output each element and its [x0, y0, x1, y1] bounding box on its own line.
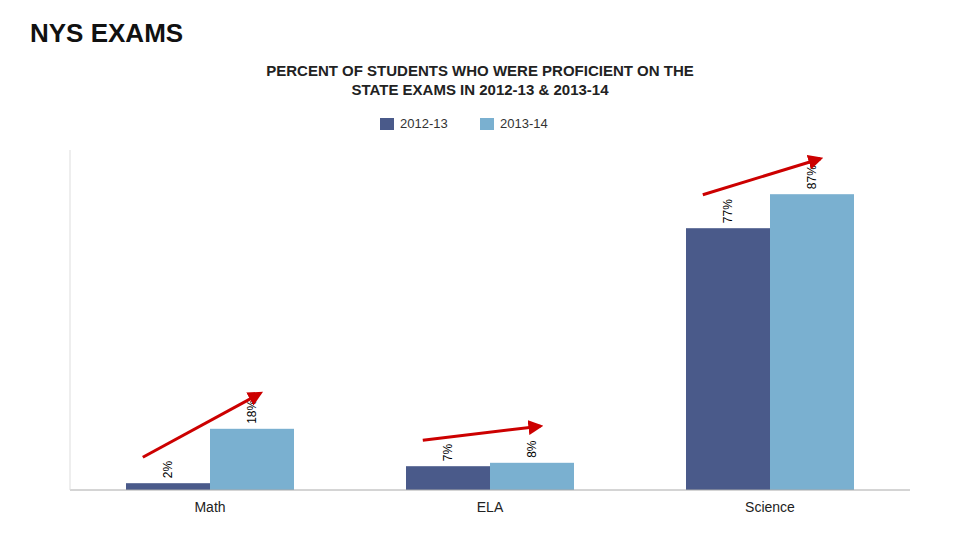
change-arrow: [703, 159, 821, 195]
bar: [126, 483, 210, 490]
subtitle-line: STATE EXAMS IN 2012-13 & 2013-14: [351, 81, 609, 98]
legend-swatch: [380, 118, 394, 130]
chart-svg: NYS EXAMS PERCENT OF STUDENTS WHO WERE PR…: [0, 0, 960, 540]
legend: 2012-13 2013-14: [380, 116, 548, 131]
chart-subtitle: PERCENT OF STUDENTS WHO WERE PROFICIENT …: [266, 62, 694, 98]
bar: [210, 429, 294, 490]
chart-title: NYS EXAMS: [30, 18, 183, 48]
legend-label: 2013-14: [500, 116, 548, 131]
data-label: 2%: [161, 461, 175, 479]
x-tick-label: Science: [745, 499, 795, 515]
x-tick-label: Math: [194, 499, 225, 515]
change-arrow: [423, 426, 541, 440]
data-label: 8%: [525, 440, 539, 458]
bar: [686, 228, 770, 490]
legend-swatch: [480, 118, 494, 130]
data-label: 77%: [721, 199, 735, 223]
subtitle-line: PERCENT OF STUDENTS WHO WERE PROFICIENT …: [266, 62, 694, 79]
bar: [770, 194, 854, 490]
y-axis-line: [70, 150, 71, 490]
chart-container: NYS EXAMS PERCENT OF STUDENTS WHO WERE PR…: [0, 0, 960, 540]
data-label: 7%: [441, 444, 455, 462]
bar: [406, 466, 490, 490]
bars: [126, 194, 854, 490]
arrows: [143, 159, 821, 458]
bar: [490, 463, 574, 490]
x-tick-label: ELA: [477, 499, 504, 515]
data-label: 87%: [805, 165, 819, 189]
change-arrow: [143, 393, 261, 457]
data-label: 18%: [245, 399, 259, 423]
x-axis-line: [70, 490, 910, 491]
legend-label: 2012-13: [400, 116, 448, 131]
